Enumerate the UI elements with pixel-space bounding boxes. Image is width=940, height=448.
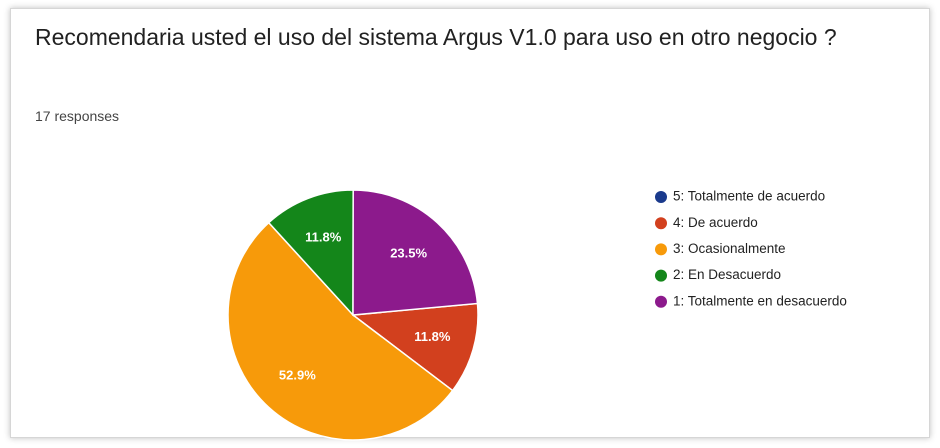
legend-swatch xyxy=(655,295,667,308)
legend-swatch xyxy=(655,243,667,256)
pie-slice xyxy=(267,189,354,317)
legend-swatch xyxy=(655,191,667,203)
pie-slice xyxy=(352,189,479,316)
legend-swatch xyxy=(655,269,667,282)
pie-slice xyxy=(351,302,479,392)
legend-label: 1: Totalmente en desacuerdo xyxy=(673,293,847,308)
slice-label: 11.8% xyxy=(305,229,342,244)
legend-label: 3: Ocasionalmente xyxy=(673,241,786,256)
chart-title: Recomendaria usted el uso del sistema Ar… xyxy=(35,24,837,50)
slice-label: 52.9% xyxy=(279,367,316,382)
legend-label: 4: De acuerdo xyxy=(673,215,758,230)
legend-swatch xyxy=(655,217,667,230)
pie-slice xyxy=(227,221,454,441)
response-count: 17 responses xyxy=(35,108,120,124)
legend-label: 5: Totalmente de acuerdo xyxy=(673,189,825,204)
slice-label: 23.5% xyxy=(390,246,427,261)
slice-label: 11.8% xyxy=(414,329,451,344)
card: Recomendaria usted el uso del sistema Ar… xyxy=(10,8,930,438)
legend-label: 2: En Desacuerdo xyxy=(673,267,781,282)
